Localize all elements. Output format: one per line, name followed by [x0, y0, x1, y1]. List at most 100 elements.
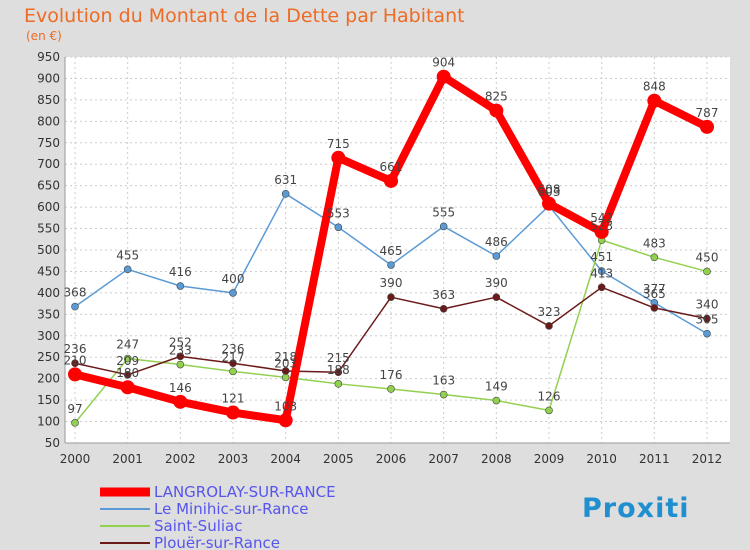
data-point: [176, 352, 185, 361]
data-label: 218: [274, 350, 297, 364]
data-label: 188: [327, 363, 350, 377]
y-tick-label: 600: [37, 200, 60, 214]
data-point: [597, 267, 606, 275]
data-label: 247: [116, 338, 139, 352]
data-point: [700, 119, 714, 134]
data-point: [387, 385, 395, 393]
data-point: [334, 380, 343, 388]
x-tick-label: 2004: [270, 452, 301, 466]
data-point: [492, 396, 501, 405]
data-label: 149: [485, 380, 508, 394]
data-point: [492, 252, 501, 260]
data-point: [594, 224, 609, 239]
data-label: 555: [432, 205, 455, 219]
brand-logo: Proxiti: [582, 493, 689, 524]
data-label: 848: [643, 80, 666, 94]
data-point: [545, 406, 553, 415]
data-point: [229, 289, 237, 297]
data-label: 553: [327, 206, 350, 220]
x-tick-label: 2002: [165, 452, 196, 466]
data-point: [176, 282, 185, 290]
data-label: 163: [432, 374, 455, 388]
x-tick-label: 2003: [218, 452, 249, 466]
data-label: 451: [590, 250, 613, 264]
data-point: [229, 359, 237, 368]
series-group: [68, 69, 714, 428]
data-label: 217: [222, 350, 245, 364]
y-tick-label: 50: [45, 436, 60, 450]
data-label: 825: [485, 90, 508, 104]
data-label: 103: [274, 399, 297, 413]
legend-label: Saint-Suliac: [154, 517, 242, 535]
x-tick-label: 2009: [534, 452, 565, 466]
y-tick-label: 100: [37, 415, 60, 429]
data-label: 97: [67, 402, 82, 416]
y-tick-label: 800: [37, 114, 60, 128]
x-tick-label: 2010: [586, 452, 617, 466]
data-label: 631: [274, 173, 297, 187]
data-label: 176: [380, 368, 403, 382]
data-label: 400: [222, 272, 245, 286]
x-tick-label: 2007: [428, 452, 459, 466]
y-tick-label: 250: [37, 350, 60, 364]
y-tick-label: 650: [37, 179, 60, 193]
data-point: [173, 394, 188, 409]
x-tick-label: 2011: [639, 452, 670, 466]
y-tick-label: 850: [37, 93, 60, 107]
y-tick-label: 700: [37, 157, 60, 171]
data-point: [703, 314, 711, 323]
data-point: [123, 265, 132, 274]
data-label: 210: [64, 353, 87, 367]
data-point: [650, 253, 659, 262]
data-label: 340: [696, 298, 719, 312]
data-point: [226, 405, 240, 420]
data-label: 542: [590, 211, 613, 225]
legend-label: LANGROLAY-SUR-RANCE: [154, 483, 336, 501]
x-tick-label: 2005: [323, 452, 354, 466]
data-point: [597, 283, 606, 292]
data-point: [331, 150, 346, 165]
y-axis: 50 100 150 200 250 300 350 400 450 500 550 600 650 70…: [37, 50, 66, 450]
data-label: 465: [380, 244, 403, 258]
data-label: 236: [222, 342, 245, 356]
y-tick-label: 900: [37, 71, 60, 85]
data-point: [68, 367, 82, 382]
x-tick-label: 2006: [376, 452, 407, 466]
data-point: [71, 302, 79, 311]
data-label: 603: [538, 185, 561, 199]
data-label: 483: [643, 236, 666, 250]
y-tick-label: 550: [37, 222, 60, 236]
data-point: [278, 413, 293, 428]
y-tick-label: 200: [37, 372, 60, 386]
data-point: [176, 360, 185, 369]
data-point: [387, 293, 395, 301]
x-tick-label: 2000: [60, 452, 91, 466]
data-point: [703, 329, 711, 338]
data-point: [647, 93, 662, 108]
data-point: [384, 173, 398, 188]
data-label: 365: [643, 287, 666, 301]
data-label: 236: [64, 342, 87, 356]
data-labels: 368 455 416 400 631 553 465 555 486 603 451 377 305 9…: [64, 56, 719, 416]
data-point: [281, 190, 290, 198]
y-tick-label: 450: [37, 264, 60, 278]
data-point: [650, 304, 659, 312]
x-tick-label: 2008: [481, 452, 512, 466]
data-point: [123, 354, 132, 363]
y-tick-label: 750: [37, 136, 60, 150]
data-label: 904: [432, 56, 455, 70]
data-point: [439, 222, 448, 231]
x-axis: 2000 2001 2002 2003 2004 2005 2006 2007 2008 2009…: [60, 442, 730, 466]
data-point: [281, 367, 290, 375]
data-point: [492, 293, 501, 301]
data-point: [281, 373, 290, 382]
data-label: 215: [327, 351, 350, 365]
data-label: 715: [327, 137, 350, 151]
x-tick-label: 2012: [692, 452, 723, 466]
data-label: 661: [380, 160, 403, 174]
data-point: [439, 304, 448, 313]
data-point: [387, 261, 395, 269]
data-label: 413: [590, 266, 613, 280]
data-label: 450: [696, 250, 719, 264]
